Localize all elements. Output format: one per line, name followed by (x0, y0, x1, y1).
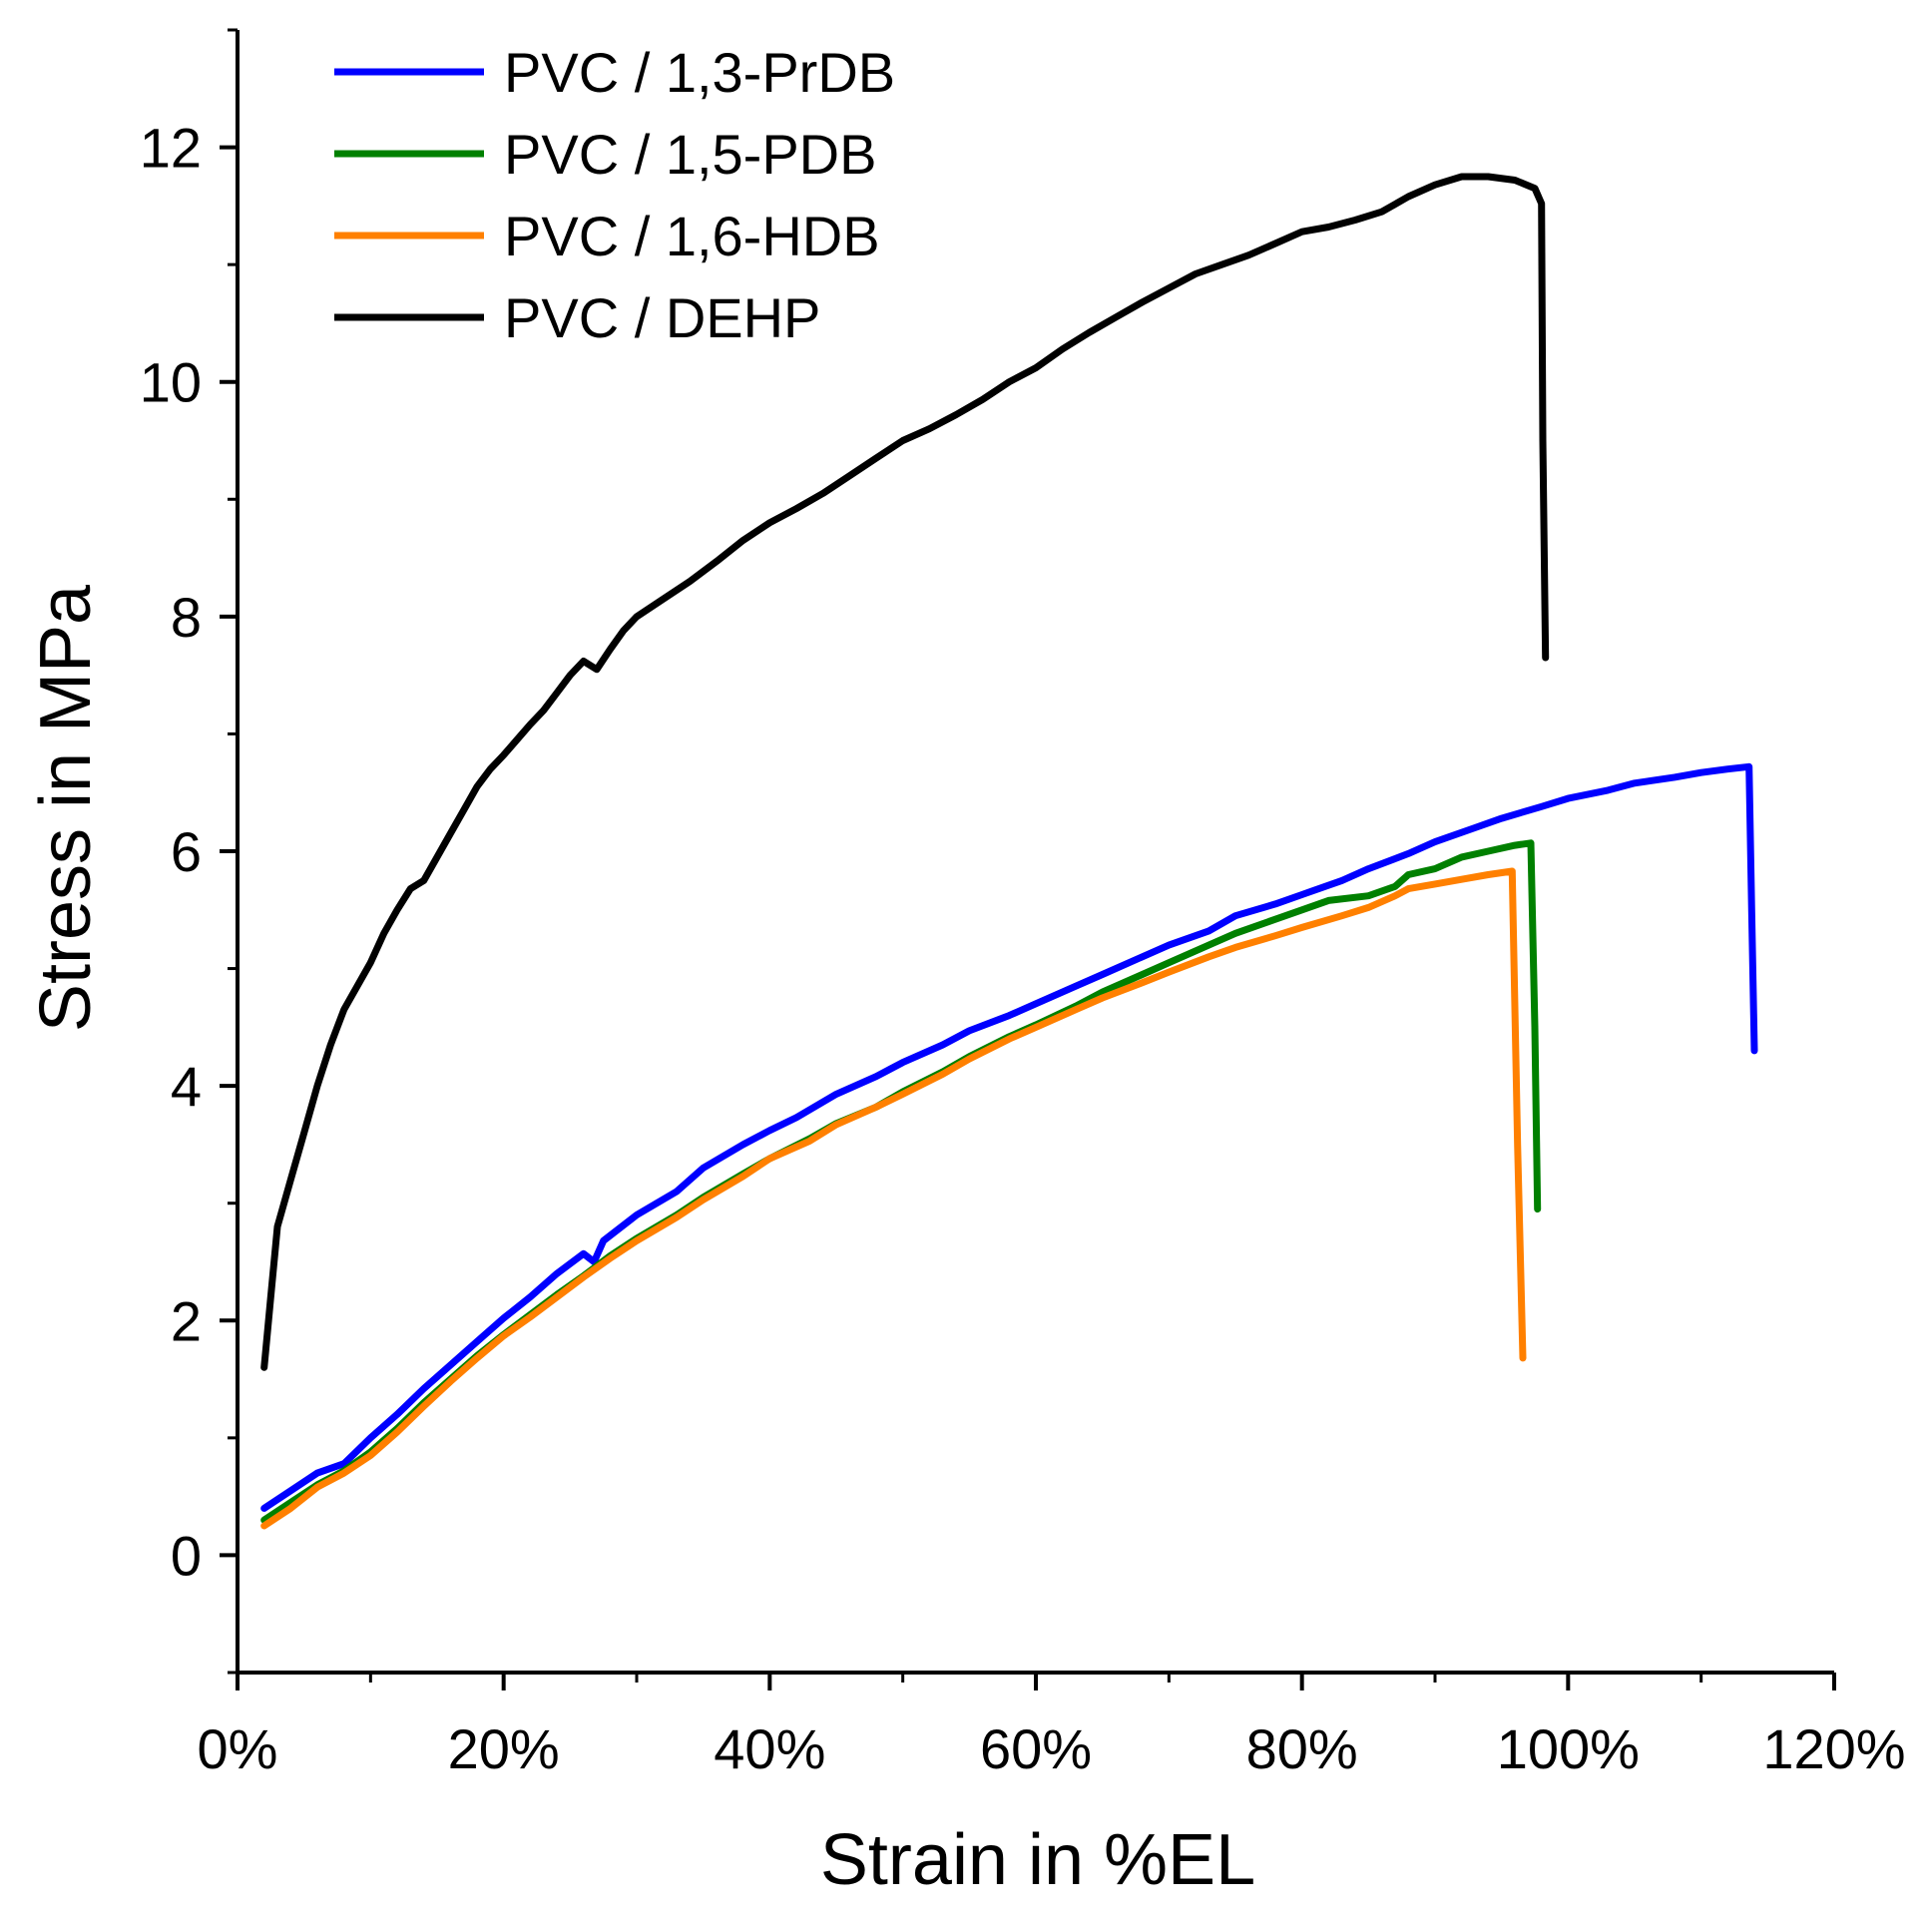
y-tick-label: 12 (140, 117, 202, 180)
x-tick-label: 120% (1762, 1717, 1905, 1780)
series-line-1 (260, 762, 1758, 1512)
legend-label: PVC / DEHP (504, 286, 820, 349)
series-line-2 (260, 839, 1542, 1524)
y-tick-label: 2 (171, 1289, 202, 1352)
x-tick-label: 20% (448, 1717, 560, 1780)
series-layer (260, 173, 1758, 1530)
y-tick-label: 10 (140, 351, 202, 414)
x-tick-label: 0% (198, 1717, 278, 1780)
y-tick-label: 0 (171, 1524, 202, 1587)
legend-label: PVC / 1,3-PrDB (504, 41, 895, 104)
series-line-4 (260, 173, 1550, 1371)
x-tick-label: 80% (1246, 1717, 1358, 1780)
ticks-layer: 0% 20% 40% 60% 80% 100% 120% 0 2 4 6 8 10 12 (140, 28, 1906, 1780)
y-tick-label: 6 (171, 820, 202, 883)
y-axis-title: Stress in MPa (26, 584, 106, 1032)
x-tick-label: 60% (980, 1717, 1092, 1780)
axes-layer (236, 30, 1834, 1675)
x-tick-label: 40% (714, 1717, 825, 1780)
legend-label: PVC / 1,5-PDB (504, 123, 876, 186)
y-tick-label: 4 (171, 1055, 202, 1118)
x-axis-title: Strain in %EL (820, 1820, 1255, 1900)
series-line-3 (260, 867, 1527, 1530)
legend-label: PVC / 1,6-HDB (504, 205, 880, 267)
legend: PVC / 1,3-PrDB PVC / 1,5-PDB PVC / 1,6-HDB… (334, 41, 895, 349)
y-tick-label: 8 (171, 586, 202, 649)
x-tick-label: 100% (1497, 1717, 1640, 1780)
